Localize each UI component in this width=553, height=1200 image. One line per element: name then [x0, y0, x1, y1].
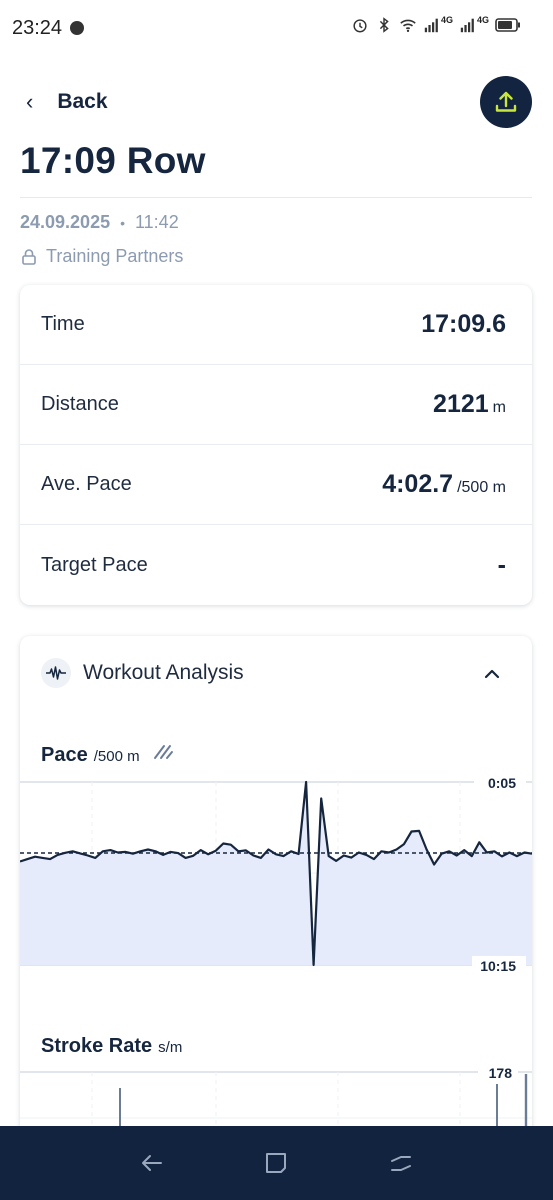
stat-value: 4:02.7	[382, 470, 454, 498]
battery-icon	[495, 18, 520, 32]
separator-bullet: •	[120, 214, 125, 231]
pace-top-label: 0:05	[488, 776, 516, 791]
back-label: Back	[57, 90, 108, 113]
stroke-rate-title: Stroke Rate	[41, 1035, 153, 1057]
alarm-icon	[353, 19, 367, 33]
workout-analysis-header[interactable]: Workout Analysis	[41, 658, 244, 688]
stat-value: -	[497, 550, 506, 579]
stat-label: Target Pace	[41, 553, 148, 576]
stat-unit: /500 m	[457, 479, 506, 496]
arrow-left-icon	[142, 1155, 163, 1171]
pace-bottom-label-bg	[472, 956, 526, 976]
stats-card: Time 17:09.6 Distance 2121 m Ave. Pace 4:…	[20, 285, 532, 605]
status-bar: 23:24 4G 4G	[0, 0, 553, 56]
workout-datetime: 24.09.2025 • 11:42	[20, 212, 179, 233]
home-square-icon	[266, 1153, 287, 1173]
upload-icon	[495, 91, 517, 112]
notification-dot-icon	[70, 21, 85, 35]
stat-value: 2121	[433, 390, 489, 418]
privacy-label: Training Partners	[46, 246, 184, 266]
pace-bottom-label: 10:15	[480, 958, 516, 974]
stroke-rate-chart: 178	[20, 1064, 532, 1156]
stat-label: Distance	[41, 393, 119, 415]
page-title: 17:09 Row	[20, 140, 206, 181]
share-button[interactable]	[480, 76, 532, 128]
stroke-top-label: 178	[489, 1065, 513, 1081]
network-4g-label-2: 4G	[476, 15, 489, 25]
lock-icon	[22, 248, 36, 265]
system-nav-bar	[0, 1126, 553, 1200]
nav-home-button[interactable]	[260, 1147, 292, 1179]
pace-area-fill	[20, 782, 532, 965]
pace-top-label-bg	[474, 776, 526, 793]
stat-value: 17:09.6	[421, 310, 506, 338]
pace-title: Pace	[41, 744, 88, 766]
chevron-up-icon[interactable]	[480, 662, 504, 686]
bluetooth-icon	[379, 17, 389, 33]
signal-icon-2	[460, 18, 474, 33]
stroke-rate-chart-title: Stroke Rate s/m	[41, 1035, 182, 1058]
signal-icon	[424, 18, 438, 33]
workout-time: 11:42	[135, 212, 179, 232]
stat-row-time: Time 17:09.6	[20, 285, 532, 365]
back-button[interactable]: ‹ Back	[26, 82, 108, 122]
title-divider	[20, 197, 532, 198]
workout-analysis-card: Workout Analysis Pace /500 m 0:05 10:15 …	[20, 636, 532, 1156]
stroke-rate-unit: s/m	[158, 1039, 183, 1056]
stat-row-distance: Distance 2121 m	[20, 365, 532, 445]
workout-date: 24.09.2025	[20, 212, 111, 232]
header: ‹ Back	[0, 72, 553, 132]
privacy-setting[interactable]: Training Partners	[20, 246, 183, 267]
status-icons: 4G 4G	[351, 15, 521, 34]
stat-label: Time	[41, 313, 85, 335]
stat-row-target-pace: Target Pace -	[20, 525, 532, 605]
stat-unit: m	[492, 399, 506, 416]
network-4g-label: 4G	[440, 15, 453, 25]
pace-chart: 0:05 10:15	[20, 776, 532, 976]
pace-chart-title: Pace /500 m	[41, 743, 174, 767]
recents-icon	[390, 1156, 411, 1171]
waveform-icon	[41, 658, 71, 688]
nav-recents-button[interactable]	[385, 1147, 417, 1179]
pace-line	[20, 780, 532, 967]
stat-row-ave-pace: Ave. Pace 4:02.7/500 m	[20, 445, 532, 525]
split-pace-icon[interactable]	[152, 743, 174, 761]
stroke-top-label-bg	[478, 1064, 518, 1083]
chevron-left-icon: ‹	[26, 89, 34, 114]
workout-analysis-title: Workout Analysis	[83, 661, 244, 684]
wifi-icon	[400, 19, 416, 33]
nav-back-button[interactable]	[136, 1147, 168, 1179]
stat-label: Ave. Pace	[41, 473, 132, 495]
pace-unit: /500 m	[93, 748, 140, 765]
status-time: 23:24	[12, 16, 63, 39]
